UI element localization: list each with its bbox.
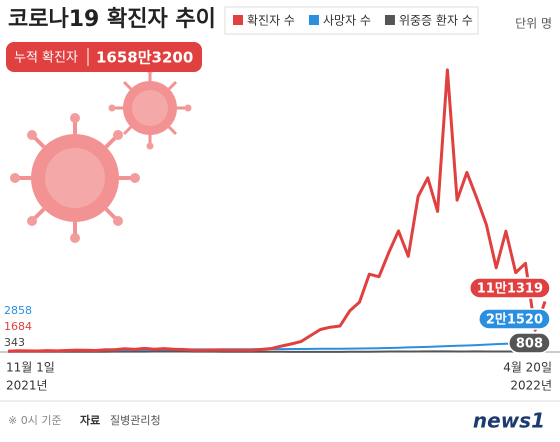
- start-label: 2858: [4, 304, 32, 317]
- x-tick-label: 4월 20일: [503, 361, 552, 375]
- legend-label: 확진자 수: [247, 14, 295, 28]
- total-value: 1658만3200: [96, 49, 193, 67]
- legend-label: 위중증 환자 수: [399, 14, 473, 28]
- legend-box: [224, 6, 479, 35]
- end-pill: [478, 308, 551, 330]
- legend-swatch: [384, 15, 395, 25]
- source: 질병관리청: [110, 414, 161, 427]
- end-label: 11만1319: [477, 281, 543, 297]
- start-label: 1684: [4, 320, 32, 333]
- series-line: [7, 68, 547, 353]
- logo: news1: [473, 409, 545, 433]
- x-year-label: 2021년: [6, 379, 48, 393]
- start-label: 343: [4, 336, 25, 349]
- total-label: 누적 확진자: [14, 51, 78, 66]
- end-label: 808: [516, 337, 543, 352]
- x-year-label: 2022년: [510, 379, 552, 393]
- end-pill: [469, 277, 551, 299]
- end-label: 2만1520: [486, 312, 543, 328]
- virus-illustration: [10, 66, 192, 243]
- x-tick-label: 11월 1일: [6, 361, 55, 375]
- legend-swatch: [233, 15, 243, 25]
- end-pill: [508, 332, 551, 354]
- footnote: ※ 0시 기준: [8, 414, 62, 427]
- total-pill: [6, 42, 202, 72]
- unit-label: 단위 명: [515, 17, 552, 31]
- chart-title: 코로나19 확진자 추이: [8, 7, 216, 32]
- legend-label: 사망자 수: [323, 14, 371, 28]
- legend-swatch: [308, 15, 319, 25]
- source-label: 자료: [80, 413, 100, 427]
